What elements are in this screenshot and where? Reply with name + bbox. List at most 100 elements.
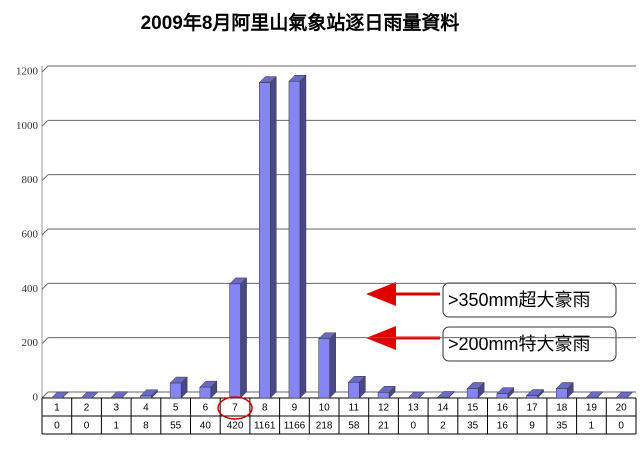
value-cell: 55 [170,421,182,432]
bar-front [288,80,301,399]
value-cell: 2 [440,421,446,432]
bar-top [615,391,634,399]
x-tick-label: 19 [586,403,598,414]
value-cell: 35 [467,421,479,432]
bar-top [407,391,426,399]
bar-front [496,393,509,399]
grid-line [41,228,49,236]
x-tick-label: 2 [84,403,90,414]
highlight-circle [217,396,253,420]
bar-front [229,283,241,399]
value-cell: 0 [54,421,60,432]
x-tick-label: 18 [556,403,568,414]
bar [496,387,515,399]
bar [318,332,337,399]
bar-top [50,391,69,399]
x-tick-label: 11 [349,403,360,414]
bar [466,381,485,399]
bar [169,376,188,399]
x-tick-label: 12 [378,403,390,414]
bar-front [437,397,449,399]
chart-title: 2009年8月阿里山氣象站逐日雨量資料 [141,11,460,34]
bar [139,389,159,399]
x-tick-label: 3 [113,403,119,414]
bar [288,74,307,399]
value-cell: 0 [618,421,624,432]
bar-front [169,382,182,399]
bar-side [299,74,307,399]
bar-side [270,75,277,399]
bar-front [318,338,330,399]
y-tick-label: 800 [22,174,39,186]
value-cell: 8 [143,421,149,432]
grid-line [41,119,49,127]
bar-front [199,386,212,399]
x-tick-label: 10 [319,403,331,414]
bar-front [140,395,152,399]
bar-front [259,82,271,399]
x-tick-label: 4 [143,403,149,414]
bar [228,277,248,399]
y-tick-label: 200 [22,337,39,349]
value-cell: 0 [410,421,416,432]
grid-line [41,391,49,399]
value-cell: 0 [84,421,90,432]
value-cell: 35 [556,421,568,432]
y-tick-label: 1000 [16,120,39,132]
bar-side [329,332,336,399]
bar [525,388,545,399]
annotation: >200mm特大豪雨 [448,334,591,354]
bar [436,390,456,399]
bar-front [377,392,390,399]
x-tick-label: 17 [526,403,538,414]
bar [110,391,129,399]
value-cell: 1 [113,421,119,432]
y-tick-label: 1200 [16,66,39,78]
value-cell: 420 [227,421,244,432]
x-tick-label: 20 [616,403,628,414]
bar-front [348,381,360,399]
bar-front [526,395,538,399]
plot-area: 0200400600800100012001020314855564074208… [16,65,637,435]
x-tick-label: 7 [232,403,238,414]
grid-line [41,337,49,345]
bar [258,75,277,399]
value-cell: 21 [378,421,390,432]
value-cell: 16 [497,421,509,432]
value-cell: 58 [348,421,360,432]
bar-front [466,388,479,399]
x-tick-label: 5 [173,403,179,414]
bar [347,375,366,399]
x-tick-label: 9 [292,403,298,414]
bar [50,391,69,399]
annotation: >350mm超大豪雨 [448,290,591,310]
value-cell: 40 [200,421,212,432]
value-cell: 1166 [284,421,306,432]
bar [377,385,396,399]
x-tick-label: 13 [408,403,420,414]
value-cell: 218 [316,421,333,432]
x-tick-label: 1 [54,403,60,414]
x-tick-label: 14 [437,403,449,414]
annotation-box [442,326,617,362]
bar [80,391,99,399]
bar [555,381,574,399]
x-tick-label: 6 [203,403,209,414]
x-tick-label: 8 [262,403,268,414]
value-cell: 1161 [254,421,276,432]
value-cell: 1 [589,421,595,432]
x-tick-label: 16 [497,403,509,414]
grid-line [41,65,49,73]
bar [585,391,604,399]
bar [615,391,634,399]
bar [199,380,218,399]
value-cell: 9 [529,421,535,432]
y-tick-label: 0 [33,392,39,404]
bar-side [240,277,247,399]
bar-front [556,388,568,399]
y-tick-label: 600 [22,229,39,241]
y-tick-label: 400 [22,283,39,295]
grid-line [41,282,49,290]
x-tick-label: 15 [467,403,479,414]
